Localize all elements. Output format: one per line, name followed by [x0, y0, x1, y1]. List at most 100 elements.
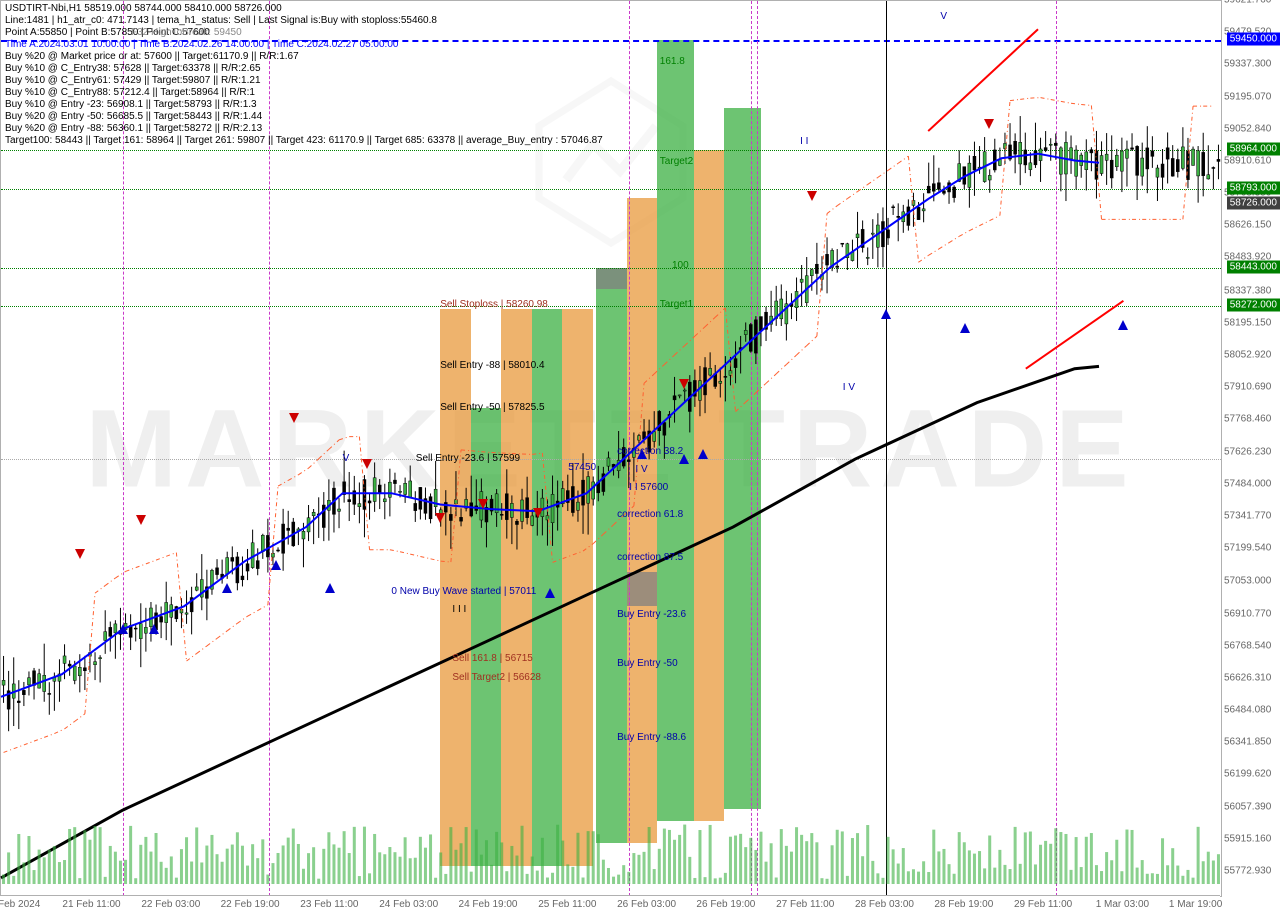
y-tick: 55772.930	[1224, 866, 1271, 877]
annotation-label: V	[940, 11, 947, 22]
x-tick: 20 Feb 2024	[0, 899, 40, 910]
chart-plot-area[interactable]: MARKETZ TRADE Sell Stoploss | 58260.98Se…	[0, 0, 1222, 897]
arrow-up-icon	[881, 309, 891, 319]
header-info-line: Time A:2024.03.01 10:00:00 | Time B:2024…	[5, 39, 398, 50]
arrow-up-icon	[149, 624, 159, 634]
arrow-up-icon	[960, 323, 970, 333]
annotation-label: Target2	[660, 156, 693, 167]
price-label: 58964.000	[1227, 142, 1280, 155]
annotation-label: I I	[800, 136, 808, 147]
annotation-label: Buy Entry -23.6	[617, 609, 686, 620]
annotation-label: correction 38.2	[617, 446, 683, 457]
x-axis: 20 Feb 2024 21 Feb 11:00 22 Feb 03:00 22 Fe…	[0, 895, 1220, 920]
arrow-down-icon	[435, 513, 445, 523]
arrow-up-icon	[698, 449, 708, 459]
arrow-down-icon	[679, 379, 689, 389]
annotation-label: Buy Entry -50	[617, 658, 678, 669]
annotation-label: 100	[672, 260, 689, 271]
x-tick: 27 Feb 11:00	[776, 899, 834, 910]
y-tick: 58910.610	[1224, 155, 1271, 166]
header-info-line: Target100: 58443 || Target 161: 58964 ||…	[5, 135, 603, 146]
y-tick: 57626.230	[1224, 446, 1271, 457]
header-info-line: Buy %20 @ Entry -50: 56685.5 || Target:5…	[5, 111, 262, 122]
x-tick: 28 Feb 19:00	[934, 899, 993, 910]
x-tick: 24 Feb 03:00	[379, 899, 438, 910]
arrow-down-icon	[289, 413, 299, 423]
arrow-down-icon	[362, 459, 372, 469]
arrow-up-icon	[271, 560, 281, 570]
arrow-up-icon	[325, 583, 335, 593]
annotation-label: correction 61.8	[617, 509, 683, 520]
annotation-label: correction 87.5	[617, 552, 683, 563]
y-tick: 55915.160	[1224, 833, 1271, 844]
y-tick: 58052.920	[1224, 350, 1271, 361]
y-tick: 56057.390	[1224, 801, 1271, 812]
header-info-line: Buy %10 @ Entry -23: 56908.1 || Target:5…	[5, 99, 257, 110]
y-tick: 59052.840	[1224, 123, 1271, 134]
y-tick: 58195.150	[1224, 317, 1271, 328]
x-tick: 21 Feb 11:00	[62, 899, 120, 910]
x-tick: 29 Feb 11:00	[1014, 899, 1072, 910]
arrow-up-icon	[545, 588, 555, 598]
y-tick: 57484.000	[1224, 478, 1271, 489]
annotation-label: Sell Entry -23.6 | 57599	[416, 453, 520, 464]
annotation-label: I V	[843, 382, 855, 393]
header-info-line: Buy %10 @ C_Entry61: 57429 || Target:598…	[5, 75, 261, 86]
arrow-up-icon	[222, 583, 232, 593]
annotation-label: Buy Entry -88.6	[617, 732, 686, 743]
annotation-label: V	[343, 453, 350, 464]
x-tick: 1 Mar 19:00	[1169, 899, 1222, 910]
y-tick: 56768.540	[1224, 640, 1271, 651]
annotation-label: Sell Entry -88 | 58010.4	[440, 360, 544, 371]
price-label: 58443.000	[1227, 260, 1280, 273]
annotation-label: Sell 161.8 | 56715	[452, 653, 532, 664]
header-info-line: Line:1481 | h1_atr_c0: 471.7143 | tema_h…	[5, 15, 437, 26]
y-tick: 59621.760	[1224, 0, 1271, 6]
y-tick: 58337.380	[1224, 285, 1271, 296]
x-tick: 25 Feb 11:00	[538, 899, 596, 910]
header-info-line: Buy %20 @ Entry -88: 56360.1 || Target:5…	[5, 123, 262, 134]
arrow-down-icon	[478, 499, 488, 509]
annotation-label: I V	[635, 464, 647, 475]
annotation-label: Sell Target2 | 56628	[452, 672, 541, 683]
arrow-down-icon	[807, 191, 817, 201]
y-tick: 56626.310	[1224, 672, 1271, 683]
y-tick: 56341.850	[1224, 737, 1271, 748]
x-tick: 23 Feb 11:00	[300, 899, 358, 910]
annotation-label: I I I	[452, 604, 466, 615]
header-info-line: Buy %10 @ C_Entry38: 57628 || Target:633…	[5, 63, 261, 74]
x-tick: 22 Feb 19:00	[221, 899, 280, 910]
annotation-label: 0 New Buy Wave started | 57011	[391, 586, 536, 597]
header-info-line: USDTIRT-Nbi,H1 58519.000 58744.000 58410…	[5, 3, 282, 14]
y-tick: 58626.150	[1224, 220, 1271, 231]
x-tick: 1 Mar 03:00	[1096, 899, 1149, 910]
x-tick: 26 Feb 03:00	[617, 899, 676, 910]
arrow-down-icon	[75, 549, 85, 559]
price-label: 58726.000	[1227, 196, 1280, 209]
y-tick: 57341.770	[1224, 510, 1271, 521]
annotation-label: Target1	[660, 299, 693, 310]
annotation-label: Sell Stoploss | 58260.98	[440, 299, 548, 310]
arrow-up-icon	[118, 624, 128, 634]
y-tick: 57053.000	[1224, 576, 1271, 587]
arrow-down-icon	[533, 508, 543, 518]
header-info-line: F32 HighToBreak: 59450	[131, 27, 242, 38]
arrow-down-icon	[984, 119, 994, 129]
y-tick: 57768.460	[1224, 414, 1271, 425]
x-tick: 28 Feb 03:00	[855, 899, 914, 910]
price-label: 58272.000	[1227, 299, 1280, 312]
x-tick: 22 Feb 03:00	[141, 899, 200, 910]
y-tick: 57910.690	[1224, 382, 1271, 393]
price-label: 59450.000	[1227, 32, 1280, 45]
y-tick: 56484.080	[1224, 705, 1271, 716]
y-axis: 59621.76059479.52059337.30059195.0705905…	[1221, 0, 1280, 895]
price-label: 58793.000	[1227, 181, 1280, 194]
x-tick: 26 Feb 19:00	[696, 899, 755, 910]
y-tick: 56910.770	[1224, 608, 1271, 619]
y-tick: 56199.620	[1224, 769, 1271, 780]
annotation-label: Sell Entry -50 | 57825.5	[440, 402, 544, 413]
annotation-label: I I 57600	[629, 482, 668, 493]
x-tick: 24 Feb 19:00	[459, 899, 518, 910]
arrow-down-icon	[136, 515, 146, 525]
y-tick: 59337.300	[1224, 59, 1271, 70]
